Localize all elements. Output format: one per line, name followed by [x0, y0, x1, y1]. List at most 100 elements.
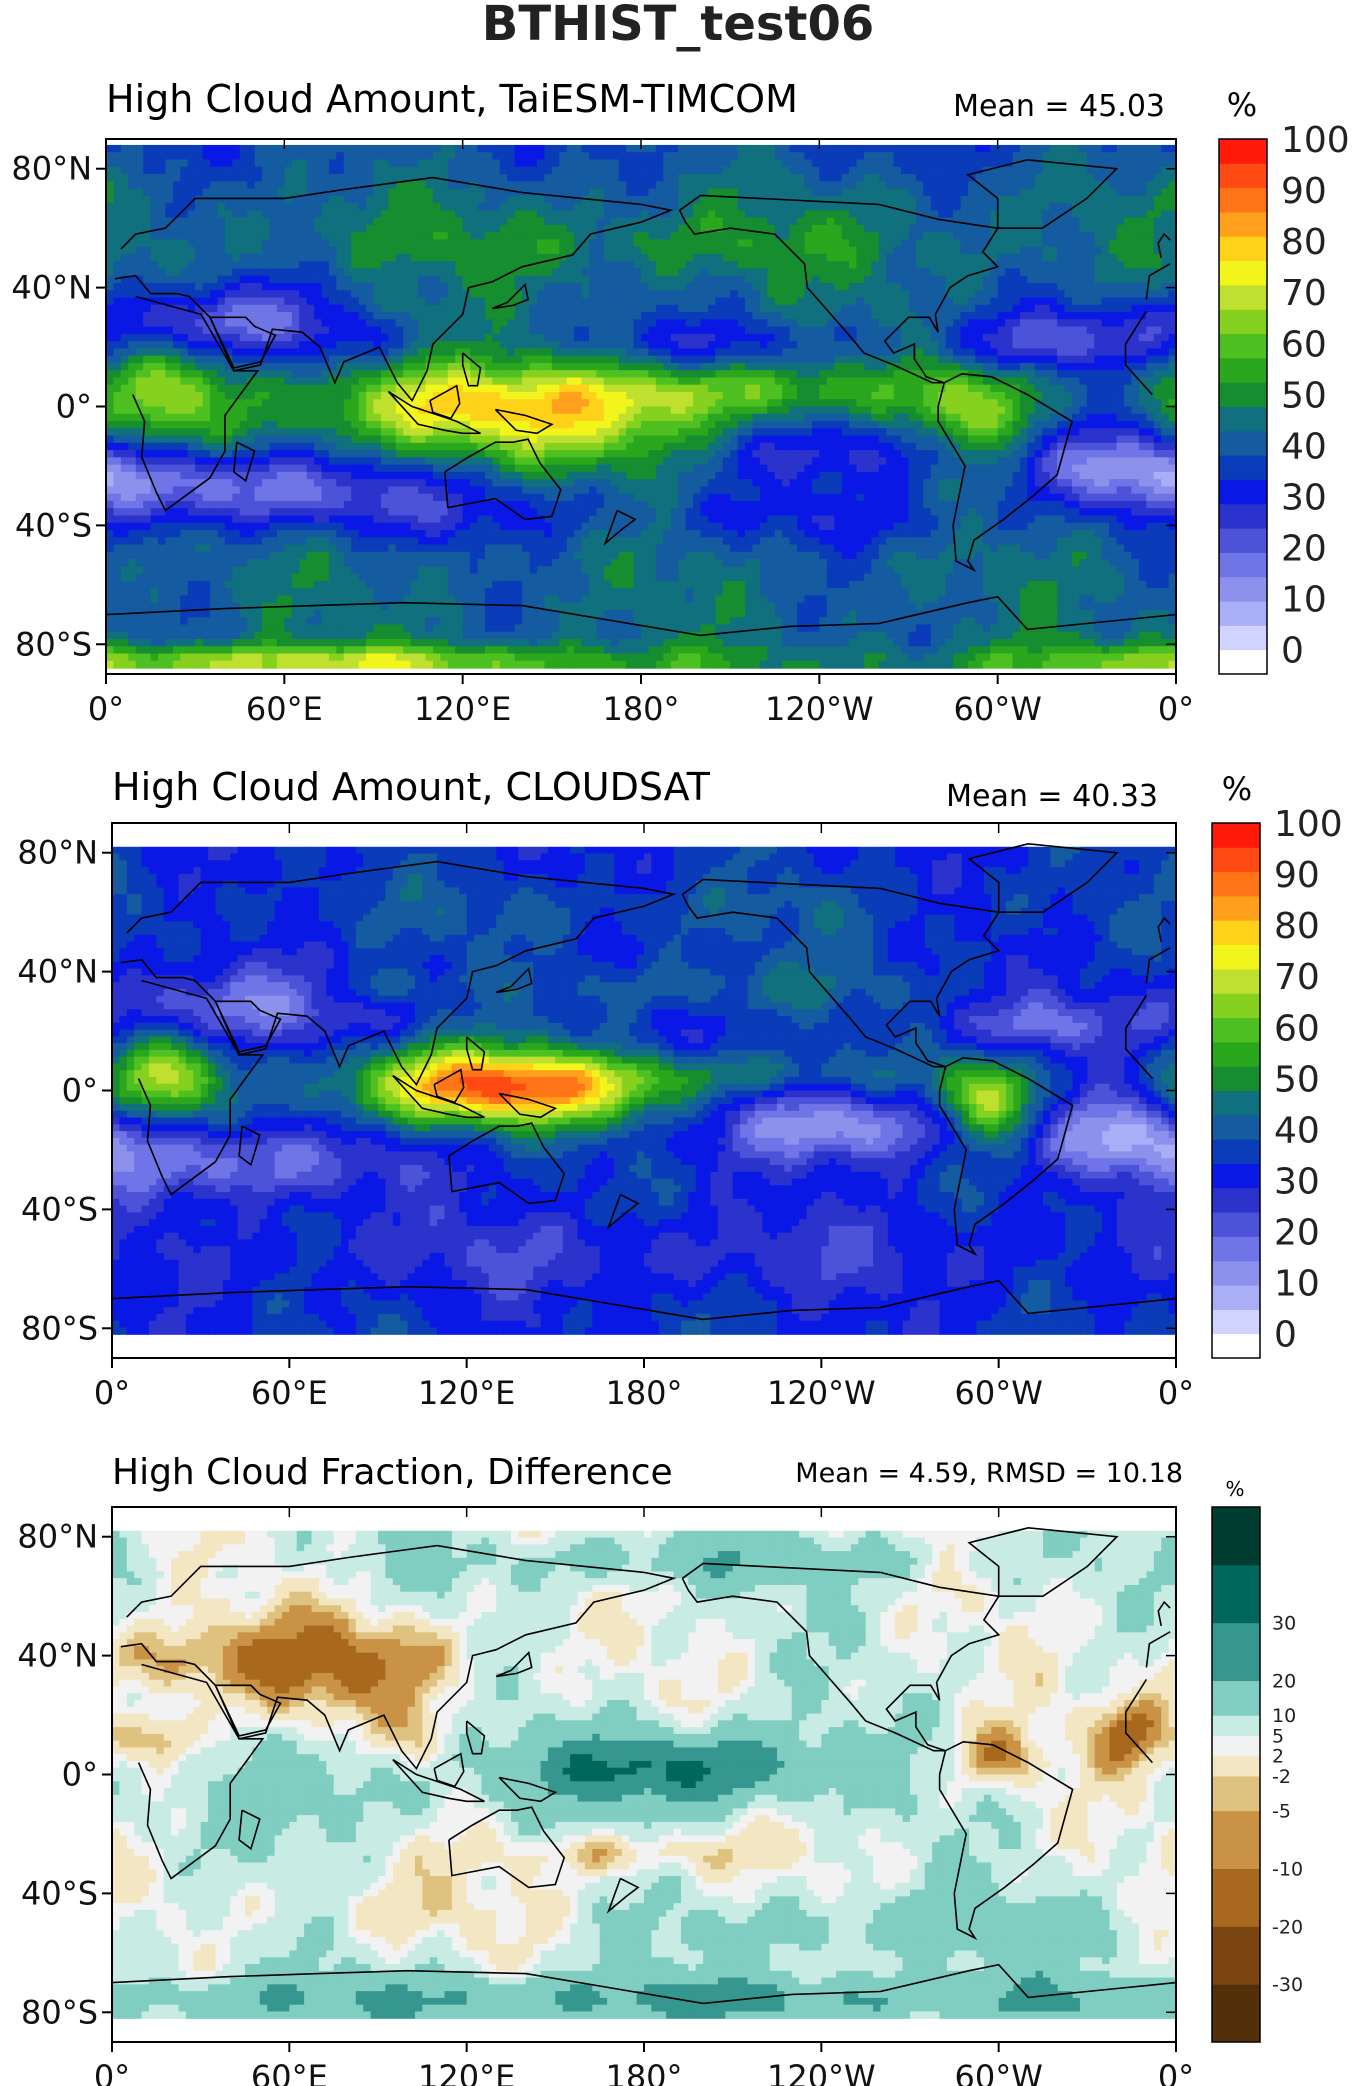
map-cell	[515, 203, 523, 211]
map-cell	[871, 218, 879, 226]
map-cell	[700, 152, 708, 160]
map-cell	[1065, 290, 1073, 298]
map-cell	[752, 327, 760, 335]
map-cell	[916, 348, 924, 356]
map-cell	[173, 159, 181, 167]
map-cell	[106, 189, 114, 197]
map-cell	[106, 225, 114, 233]
map-cell	[440, 167, 448, 175]
map-cell	[1139, 152, 1147, 160]
map-cell	[775, 276, 783, 284]
map-cell	[1087, 319, 1095, 327]
map-cell	[1072, 268, 1080, 276]
map-cell	[128, 290, 136, 298]
map-cell	[648, 312, 656, 320]
panel-model: High Cloud Amount, TaiESM-TIMCOM Mean = …	[11, 77, 1349, 728]
map-cell	[106, 363, 114, 371]
map-cell	[849, 232, 857, 240]
map-cell	[1035, 210, 1043, 218]
map-cell	[151, 167, 159, 175]
map-cell	[396, 247, 404, 255]
map-cell	[314, 196, 322, 204]
map-cell	[151, 327, 159, 335]
map-cell	[136, 210, 144, 218]
map-cell	[1065, 356, 1073, 364]
map-cell	[180, 261, 188, 269]
map-cell	[113, 363, 121, 371]
map-cell	[626, 334, 634, 342]
map-cell	[589, 239, 597, 247]
map-cell	[284, 276, 292, 284]
map-cell	[1050, 225, 1058, 233]
map-cell	[1072, 290, 1080, 298]
map-cell	[1087, 261, 1095, 269]
map-cell	[693, 159, 701, 167]
map-cell	[760, 276, 768, 284]
map-cell	[812, 174, 820, 182]
map-cell	[292, 203, 300, 211]
map-cell	[359, 174, 367, 182]
map-cell	[596, 152, 604, 160]
map-cell	[440, 305, 448, 313]
map-cell	[567, 239, 575, 247]
map-cell	[975, 261, 983, 269]
map-cell	[1109, 298, 1117, 306]
map-cell	[403, 268, 411, 276]
map-cell	[1042, 305, 1050, 313]
map-cell	[366, 254, 374, 262]
map-cell	[931, 239, 939, 247]
map-cell	[797, 283, 805, 291]
map-cell	[426, 210, 434, 218]
map-cell	[767, 225, 775, 233]
map-cell	[968, 261, 976, 269]
map-cell	[411, 247, 419, 255]
map-cell	[1057, 290, 1065, 298]
map-cell	[715, 247, 723, 255]
map-cell	[834, 189, 842, 197]
map-cell	[567, 159, 575, 167]
map-cell	[693, 225, 701, 233]
map-cell	[775, 327, 783, 335]
map-cell	[478, 334, 486, 342]
map-cell	[567, 181, 575, 189]
map-cell	[708, 239, 716, 247]
map-cell	[938, 181, 946, 189]
map-cell	[232, 341, 240, 349]
map-cell	[544, 327, 552, 335]
map-cell	[440, 283, 448, 291]
map-cell	[448, 247, 456, 255]
map-cell	[232, 327, 240, 335]
map-cell	[827, 356, 835, 364]
map-cell	[307, 276, 315, 284]
map-cell	[923, 145, 931, 153]
map-cell	[515, 232, 523, 240]
map-cell	[344, 254, 352, 262]
map-cell	[485, 225, 493, 233]
map-cell	[284, 348, 292, 356]
map-cell	[812, 159, 820, 167]
map-cell	[656, 247, 664, 255]
map-cell	[544, 290, 552, 298]
map-cell	[500, 261, 508, 269]
map-cell	[693, 327, 701, 335]
map-cell	[946, 312, 954, 320]
map-cell	[656, 348, 664, 356]
map-cell	[864, 189, 872, 197]
map-cell	[448, 334, 456, 342]
map-cell	[552, 276, 560, 284]
map-cell	[1035, 203, 1043, 211]
map-cell	[1072, 341, 1080, 349]
map-cell	[433, 239, 441, 247]
map-cell	[1146, 232, 1154, 240]
map-cell	[849, 327, 857, 335]
map-cell	[448, 181, 456, 189]
map-cell	[879, 298, 887, 306]
map-cell	[403, 145, 411, 153]
map-cell	[738, 305, 746, 313]
map-cell	[388, 189, 396, 197]
map-cell	[1117, 268, 1125, 276]
map-cell	[634, 159, 642, 167]
map-cell	[760, 203, 768, 211]
map-cell	[440, 348, 448, 356]
map-cell	[492, 159, 500, 167]
